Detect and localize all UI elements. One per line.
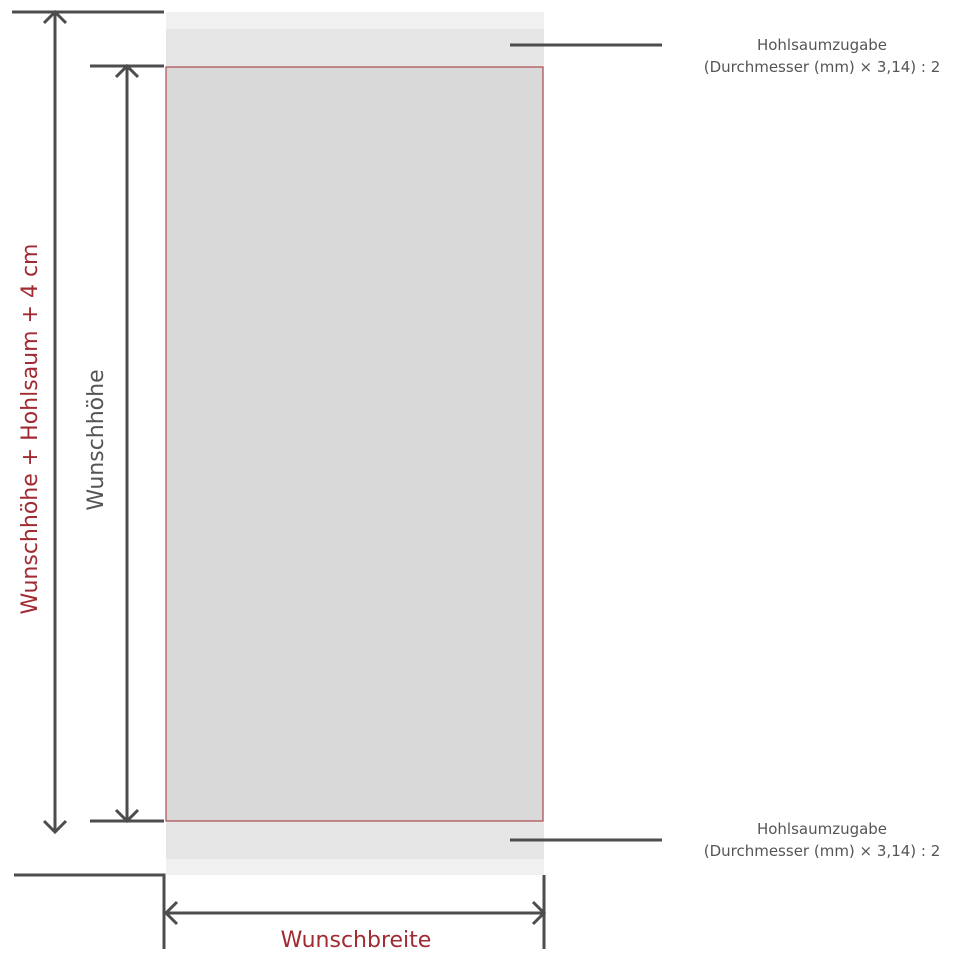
hem-top-note-line1: Hohlsaumzugabe [757,36,887,54]
banner-panel [165,66,544,822]
outer-height-label: Wunschhöhe + Hohlsaum + 4 cm [18,244,43,615]
width-label: Wunschbreite [281,928,432,953]
hem-top-note-line2: (Durchmesser (mm) × 3,14) : 2 [704,58,941,76]
hem-top-area [166,29,544,67]
width-arrowhead-right [531,900,547,926]
hem-bottom-note-line1: Hohlsaumzugabe [757,820,887,838]
width-arrowhead-left [163,900,179,926]
bottom-corner-line [14,873,166,949]
hem-bottom-note-line2: (Durchmesser (mm) × 3,14) : 2 [704,842,941,860]
inner-height-label: Wunschhöhe [84,369,109,510]
inner-height-arrowhead-bottom [114,808,140,824]
hem-bottom-area [166,821,544,859]
outer-height-arrowhead-bottom [42,819,68,835]
outer-height-arrowhead-top [42,9,68,25]
inner-height-arrowhead-top [114,63,140,79]
